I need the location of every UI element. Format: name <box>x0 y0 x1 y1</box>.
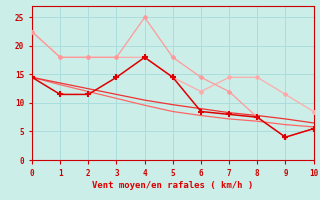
X-axis label: Vent moyen/en rafales ( km/h ): Vent moyen/en rafales ( km/h ) <box>92 181 253 190</box>
